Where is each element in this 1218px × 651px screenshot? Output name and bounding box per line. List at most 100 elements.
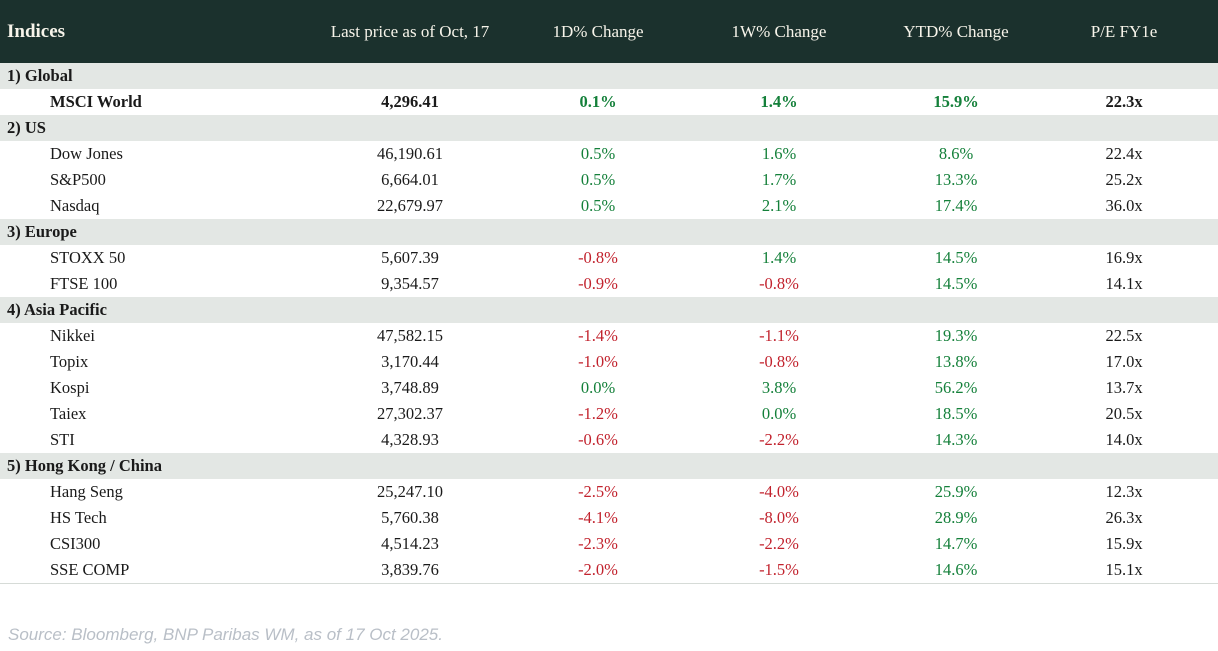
ytd-change-cell: 18.5% (934, 404, 978, 423)
ytd-change-cell: 13.3% (934, 170, 978, 189)
ytd-change-cell: 17.4% (934, 196, 978, 215)
column-header-last-price: Last price as of Oct, 17 (330, 21, 490, 41)
index-row: STI 4,328.93 -0.6% -2.2% 14.3% 14.0x (0, 427, 1218, 453)
index-name-cell: Dow Jones (50, 144, 123, 163)
1d-change-cell: -2.5% (578, 482, 618, 501)
1d-change-cell: 0.1% (579, 92, 617, 111)
pe-fy1e-cell: 26.3x (1105, 508, 1143, 527)
index-row: STOXX 50 5,607.39 -0.8% 1.4% 14.5% 16.9x (0, 245, 1218, 271)
index-row: Nikkei 47,582.15 -1.4% -1.1% 19.3% 22.5x (0, 323, 1218, 349)
last-price-cell: 4,514.23 (381, 534, 439, 553)
1d-change-cell: -0.9% (578, 274, 618, 293)
index-name-cell: MSCI World (50, 92, 142, 111)
pe-fy1e-cell: 22.5x (1105, 326, 1143, 345)
1d-change-cell: 0.5% (580, 196, 616, 215)
pe-fy1e-cell: 20.5x (1105, 404, 1143, 423)
index-name-cell: Kospi (50, 378, 90, 397)
index-name-cell: SSE COMP (50, 560, 130, 579)
1w-change-cell: -8.0% (759, 508, 799, 527)
section-row: 3) Europe (0, 219, 1218, 245)
table-header-row: Indices Last price as of Oct, 17 1D% Cha… (0, 0, 1218, 63)
1d-change-cell: -0.6% (578, 430, 618, 449)
pe-fy1e-cell: 13.7x (1105, 378, 1143, 397)
section-label: 5) Hong Kong / China (7, 456, 162, 475)
pe-fy1e-cell: 22.3x (1105, 92, 1143, 111)
last-price-cell: 4,328.93 (381, 430, 439, 449)
pe-fy1e-cell: 17.0x (1105, 352, 1143, 371)
indices-table: Indices Last price as of Oct, 17 1D% Cha… (0, 0, 1218, 584)
ytd-change-cell: 56.2% (934, 378, 978, 397)
1w-change-cell: 1.6% (761, 144, 797, 163)
index-row: Nasdaq 22,679.97 0.5% 2.1% 17.4% 36.0x (0, 193, 1218, 219)
last-price-cell: 5,760.38 (381, 508, 439, 527)
index-row: Dow Jones 46,190.61 0.5% 1.6% 8.6% 22.4x (0, 141, 1218, 167)
ytd-change-cell: 14.6% (934, 560, 978, 579)
index-row: SSE COMP 3,839.76 -2.0% -1.5% 14.6% 15.1x (0, 557, 1218, 583)
1w-change-cell: 0.0% (761, 404, 797, 423)
index-row: MSCI World 4,296.41 0.1% 1.4% 15.9% 22.3x (0, 89, 1218, 115)
last-price-cell: 27,302.37 (377, 404, 443, 423)
index-name-cell: FTSE 100 (50, 274, 118, 293)
section-label: 2) US (7, 118, 46, 137)
index-name-cell: Nasdaq (50, 196, 100, 215)
pe-fy1e-cell: 12.3x (1105, 482, 1143, 501)
1w-change-cell: 1.7% (761, 170, 797, 189)
source-note: Source: Bloomberg, BNP Paribas WM, as of… (8, 625, 443, 644)
index-name-cell: STOXX 50 (50, 248, 126, 267)
index-name-cell: HS Tech (50, 508, 107, 527)
index-name-cell: CSI300 (50, 534, 101, 553)
section-label: 1) Global (7, 66, 73, 85)
column-header-pe-fy1e: P/E FY1e (1090, 21, 1158, 41)
index-row: S&P500 6,664.01 0.5% 1.7% 13.3% 25.2x (0, 167, 1218, 193)
last-price-cell: 4,296.41 (381, 92, 439, 111)
index-row: Hang Seng 25,247.10 -2.5% -4.0% 25.9% 12.3x (0, 479, 1218, 505)
column-header-ytd-change: YTD% Change (903, 21, 1009, 41)
ytd-change-cell: 8.6% (938, 144, 974, 163)
1w-change-cell: -1.5% (759, 560, 799, 579)
pe-fy1e-cell: 16.9x (1105, 248, 1143, 267)
last-price-cell: 5,607.39 (381, 248, 439, 267)
index-row: CSI300 4,514.23 -2.3% -2.2% 14.7% 15.9x (0, 531, 1218, 557)
1d-change-cell: 0.5% (580, 170, 616, 189)
index-row: Taiex 27,302.37 -1.2% 0.0% 18.5% 20.5x (0, 401, 1218, 427)
1d-change-cell: -2.0% (578, 560, 618, 579)
1w-change-cell: -1.1% (759, 326, 799, 345)
1w-change-cell: 1.4% (761, 248, 797, 267)
index-name-cell: STI (50, 430, 75, 449)
last-price-cell: 3,748.89 (381, 378, 439, 397)
1d-change-cell: 0.5% (580, 144, 616, 163)
1w-change-cell: -2.2% (759, 430, 799, 449)
1w-change-cell: -2.2% (759, 534, 799, 553)
pe-fy1e-cell: 15.1x (1105, 560, 1143, 579)
1d-change-cell: -0.8% (578, 248, 618, 267)
1w-change-cell: -0.8% (759, 274, 799, 293)
last-price-cell: 9,354.57 (381, 274, 439, 293)
page-title: Indices (7, 20, 66, 42)
section-label: 4) Asia Pacific (7, 300, 107, 319)
last-price-cell: 22,679.97 (377, 196, 443, 215)
1w-change-cell: 3.8% (761, 378, 797, 397)
last-price-cell: 47,582.15 (377, 326, 443, 345)
pe-fy1e-cell: 25.2x (1105, 170, 1143, 189)
1d-change-cell: 0.0% (580, 378, 616, 397)
index-name-cell: Nikkei (50, 326, 95, 345)
table-body: 1) Global MSCI World 4,296.41 0.1% 1.4% 15.9%… (0, 63, 1218, 584)
ytd-change-cell: 14.5% (934, 274, 978, 293)
section-row: 2) US (0, 115, 1218, 141)
pe-fy1e-cell: 14.0x (1105, 430, 1143, 449)
section-row: 1) Global (0, 63, 1218, 89)
ytd-change-cell: 13.8% (934, 352, 978, 371)
1d-change-cell: -1.2% (578, 404, 618, 423)
pe-fy1e-cell: 14.1x (1105, 274, 1143, 293)
section-label: 3) Europe (7, 222, 77, 241)
ytd-change-cell: 14.5% (934, 248, 978, 267)
ytd-change-cell: 14.7% (934, 534, 978, 553)
index-name-cell: S&P500 (50, 170, 106, 189)
1d-change-cell: -1.4% (578, 326, 618, 345)
index-row: HS Tech 5,760.38 -4.1% -8.0% 28.9% 26.3x (0, 505, 1218, 531)
index-name-cell: Taiex (50, 404, 87, 423)
ytd-change-cell: 15.9% (933, 92, 979, 111)
index-row: FTSE 100 9,354.57 -0.9% -0.8% 14.5% 14.1x (0, 271, 1218, 297)
index-name-cell: Hang Seng (50, 482, 123, 501)
1w-change-cell: 2.1% (761, 196, 797, 215)
